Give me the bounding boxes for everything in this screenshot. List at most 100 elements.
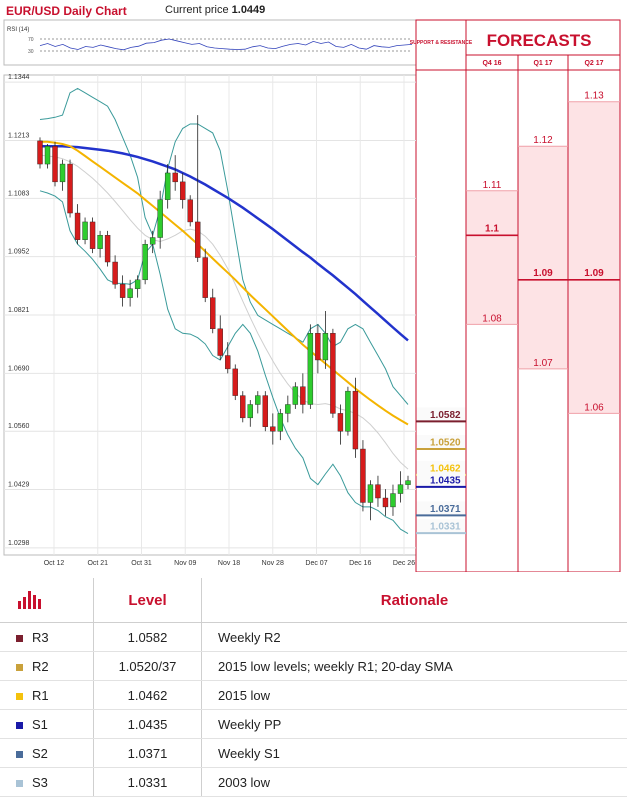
x-tick-label: Nov 28 [262,560,284,567]
sr-level-value: 1.0371 [430,504,461,515]
candle-body [180,182,185,200]
y-tick-label: 1.0690 [8,365,30,372]
x-tick-label: Nov 09 [174,560,196,567]
candle-body [255,396,260,405]
y-tick-label: 1.0821 [8,307,30,314]
candle-body [128,289,133,298]
forecast-column-header: Q2 17 [584,60,603,67]
candle-body [338,413,343,431]
x-tick-label: Dec 07 [305,560,327,567]
level-rationale-cell: Weekly S1 [202,739,627,768]
level-value-cell: 1.0371 [94,739,202,768]
level-value-cell: 1.0462 [94,681,202,710]
level-name: S2 [32,746,48,761]
candle-body [315,333,320,360]
rsi-label: RSI (14) [7,27,29,33]
level-name-cell: R1 [0,681,94,710]
candle-body [240,396,245,418]
levels-table-header: Level Rationale [0,578,627,623]
forecast-range-band [519,146,568,369]
candle-body [90,222,95,249]
level-name-cell: S2 [0,739,94,768]
forecast-median-value: 1.1 [485,223,499,234]
y-tick-label: 1.0952 [8,249,30,256]
candle-body [195,222,200,258]
forecast-median-value: 1.09 [533,268,553,279]
candle-body [308,333,313,404]
x-tick-label: Oct 12 [44,560,65,567]
level-name-cell: S3 [0,768,94,797]
rsi-level-label: 30 [28,49,34,55]
candle-body [270,427,275,431]
candle-body [38,141,43,164]
candle-body [353,391,358,449]
candle-body [203,258,208,298]
candle-body [135,280,140,289]
sr-level-value: 1.0520 [430,438,461,449]
level-value-cell: 1.0582 [94,623,202,652]
level-value-cell: 1.0435 [94,710,202,739]
candle-body [285,404,290,413]
candle-body [225,356,230,369]
level-color-swatch [16,722,23,729]
level-rationale-cell: Weekly PP [202,710,627,739]
forecast-median-value: 1.09 [584,268,604,279]
candle-body [390,494,395,507]
y-tick-label: 1.1083 [8,190,30,197]
level-name: R1 [32,688,49,703]
y-tick-label: 1.0560 [8,423,30,430]
x-tick-label: Dec 26 [393,560,415,567]
candle-body [278,413,283,431]
level-name: S1 [32,717,48,732]
forecast-low-value: 1.08 [482,313,502,324]
candle-body [60,164,65,182]
level-name: R2 [32,659,49,674]
candle-body [210,298,215,329]
forecast-column-header: Q4 16 [482,60,501,67]
candle-body [120,284,125,297]
level-rationale-cell: 2003 low [202,768,627,797]
candle-body [330,333,335,413]
forecast-high-value: 1.11 [483,180,502,191]
candle-body [398,485,403,494]
candle-body [345,391,350,431]
rsi-panel [4,20,416,65]
candle-body [383,498,388,507]
x-tick-label: Nov 18 [218,560,240,567]
candle-body [83,222,88,240]
sr-level-value: 1.0435 [430,475,461,486]
bar-chart-icon [0,578,94,623]
candle-body [75,213,80,240]
candle-body [323,333,328,360]
forecast-column-header: Q1 17 [533,60,552,67]
level-name: R3 [32,630,49,645]
level-value-cell: 1.0520/37 [94,652,202,681]
candle-body [263,396,268,427]
candle-body [300,387,305,405]
level-color-swatch [16,693,23,700]
x-tick-label: Oct 31 [131,560,152,567]
candle-body [113,262,118,284]
sr-level-value: 1.0462 [430,463,461,474]
level-name: S3 [32,775,48,790]
candle-body [45,146,50,164]
forecast-high-value: 1.12 [533,135,553,146]
candle-body [218,329,223,356]
support-resistance-label: SUPPORT & RESISTANCE [410,40,473,46]
level-value-cell: 1.0331 [94,768,202,797]
forecast-low-value: 1.07 [533,358,553,369]
eurusd-chart: 1.13441.12131.10831.09521.08211.06901.05… [0,0,627,572]
level-color-swatch [16,664,23,671]
forecast-low-value: 1.06 [584,402,604,413]
candle-body [165,173,170,200]
candle-body [143,244,148,280]
level-color-swatch [16,635,23,642]
candle-body [53,146,58,182]
candle-body [368,485,373,503]
y-tick-label: 1.1213 [8,132,30,139]
